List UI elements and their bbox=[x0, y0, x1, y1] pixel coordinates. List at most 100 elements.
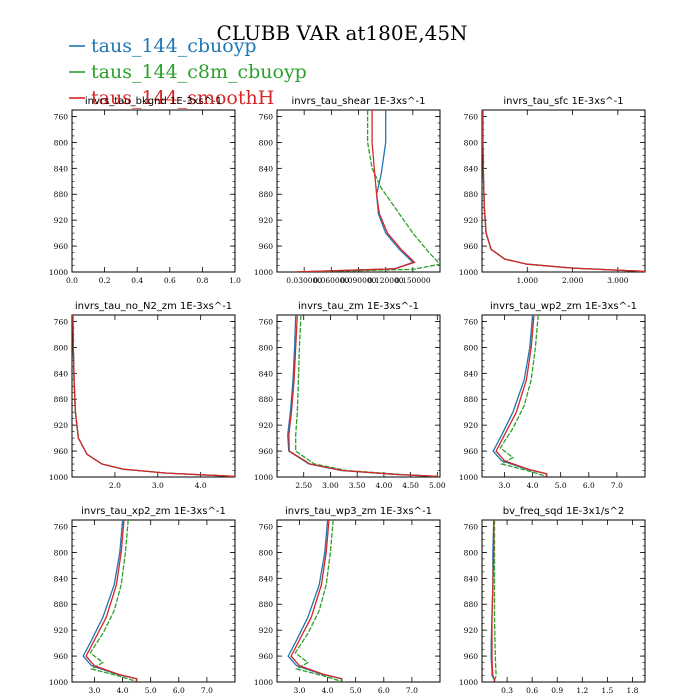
y-tick-label: 760 bbox=[54, 112, 69, 121]
series-line bbox=[482, 110, 645, 272]
y-tick-label: 920 bbox=[259, 421, 274, 430]
series-line bbox=[295, 110, 416, 272]
y-tick-label: 880 bbox=[464, 395, 479, 404]
x-tick-label: 3.000 bbox=[607, 276, 629, 285]
y-tick-label: 840 bbox=[259, 369, 274, 378]
panel-title: invrs_tau_bkgnd 1E-3xs^-1 bbox=[85, 96, 222, 107]
x-tick-label: 0.6 bbox=[526, 686, 538, 695]
x-tick-label: 7.0 bbox=[406, 686, 418, 695]
x-tick-label: 0.9 bbox=[551, 686, 563, 695]
x-tick-label: 0.8 bbox=[196, 276, 208, 285]
y-tick-label: 920 bbox=[464, 421, 479, 430]
y-tick-label: 920 bbox=[54, 626, 69, 635]
y-tick-label: 840 bbox=[54, 164, 69, 173]
y-tick-label: 760 bbox=[259, 112, 274, 121]
series-line bbox=[295, 315, 438, 477]
x-tick-label: 1.0 bbox=[229, 276, 241, 285]
x-tick-label: 3.50 bbox=[349, 481, 366, 490]
x-tick-label: 0.090000 bbox=[341, 276, 377, 285]
y-tick-label: 800 bbox=[259, 343, 274, 352]
legend: taus_144_cbuoyp taus_144_c8m_cbuoyp taus_1… bbox=[69, 35, 307, 109]
chart-panel: invrs_tau_shear 1E-3xs^-1 760 800 840 880 920… bbox=[254, 96, 441, 285]
y-tick-label: 760 bbox=[259, 522, 274, 531]
x-tick-label: 7.0 bbox=[611, 481, 623, 490]
y-tick-label: 920 bbox=[259, 626, 274, 635]
series-line bbox=[491, 520, 496, 682]
x-tick-label: 3.0 bbox=[152, 481, 164, 490]
series-group bbox=[82, 520, 138, 682]
y-tick-label: 960 bbox=[54, 652, 69, 661]
y-tick-label: 880 bbox=[259, 395, 274, 404]
x-tick-label: 6.0 bbox=[583, 481, 595, 490]
x-tick-label: 4.50 bbox=[402, 481, 419, 490]
panel-title: invrs_tau_sfc 1E-3xs^-1 bbox=[503, 96, 623, 107]
y-tick-label: 960 bbox=[464, 242, 479, 251]
x-tick-label: 5.0 bbox=[555, 481, 567, 490]
legend-label: taus_144_c8m_cbuoyp bbox=[91, 61, 307, 83]
plot-frame bbox=[276, 109, 441, 273]
chart-panel: invrs_tau_bkgnd 1E-3xs^-1 760 800 840 880 920… bbox=[49, 96, 241, 285]
y-tick-label: 840 bbox=[464, 369, 479, 378]
chart-panel: invrs_tau_no_N2_zm 1E-3xs^-1 760 800 840 880… bbox=[49, 301, 236, 490]
y-tick-label: 1000 bbox=[254, 268, 273, 277]
y-tick-label: 800 bbox=[54, 343, 69, 352]
x-tick-label: 3.0 bbox=[294, 686, 306, 695]
series-line bbox=[493, 520, 497, 682]
x-tick-label: 0.060000 bbox=[313, 276, 349, 285]
y-tick-label: 840 bbox=[54, 369, 69, 378]
y-tick-label: 1000 bbox=[254, 473, 273, 482]
legend-entry: taus_144_smoothH bbox=[69, 87, 274, 109]
y-tick-label: 960 bbox=[54, 242, 69, 251]
x-tick-label: 0.6 bbox=[164, 276, 176, 285]
y-tick-label: 920 bbox=[54, 421, 69, 430]
chart-panel: bv_freq_sqd 1E-3x1/s^2 760 800 840 880 920 960… bbox=[459, 506, 646, 695]
x-tick-label: 3.0 bbox=[89, 686, 101, 695]
x-tick-label: 0.120000 bbox=[368, 276, 404, 285]
y-tick-label: 1000 bbox=[459, 268, 478, 277]
x-tick-label: 0.150000 bbox=[395, 276, 431, 285]
legend-entry: taus_144_c8m_cbuoyp bbox=[69, 61, 307, 83]
chart-panel: invrs_tau_wp3_zm 1E-3xs^-1 760 800 840 880 92… bbox=[254, 506, 441, 695]
y-tick-label: 1000 bbox=[254, 678, 273, 687]
panel-title: invrs_tau_wp3_zm 1E-3xs^-1 bbox=[285, 506, 432, 517]
x-tick-label: 2.000 bbox=[562, 276, 584, 285]
x-tick-label: 6.0 bbox=[378, 686, 390, 695]
y-tick-label: 760 bbox=[464, 317, 479, 326]
y-tick-label: 880 bbox=[54, 395, 69, 404]
legend-label: taus_144_smoothH bbox=[91, 87, 274, 109]
series-line bbox=[495, 315, 548, 477]
x-tick-label: 3.00 bbox=[322, 481, 339, 490]
y-tick-label: 840 bbox=[464, 164, 479, 173]
x-tick-label: 5.0 bbox=[145, 686, 157, 695]
y-tick-label: 1000 bbox=[49, 268, 68, 277]
series-line bbox=[482, 110, 645, 272]
series-line bbox=[287, 315, 438, 477]
y-tick-label: 760 bbox=[54, 317, 69, 326]
y-tick-label: 1000 bbox=[459, 473, 478, 482]
plot-frame bbox=[481, 314, 646, 478]
y-tick-label: 840 bbox=[54, 574, 69, 583]
x-tick-label: 1.2 bbox=[576, 686, 588, 695]
y-tick-label: 840 bbox=[259, 574, 274, 583]
legend-entry: taus_144_cbuoyp bbox=[69, 35, 257, 57]
plot-frame bbox=[71, 109, 236, 273]
y-tick-label: 840 bbox=[259, 164, 274, 173]
x-tick-label: 7.0 bbox=[201, 686, 213, 695]
y-tick-label: 960 bbox=[54, 447, 69, 456]
series-group bbox=[482, 110, 645, 272]
x-tick-label: 4.0 bbox=[117, 686, 129, 695]
series-group bbox=[287, 520, 343, 682]
chart-panel: invrs_tau_sfc 1E-3xs^-1 760 800 840 880 920 96… bbox=[459, 96, 646, 285]
y-tick-label: 1000 bbox=[459, 678, 478, 687]
y-tick-label: 960 bbox=[259, 242, 274, 251]
series-line bbox=[89, 520, 137, 682]
series-line bbox=[294, 520, 342, 682]
series-line bbox=[295, 110, 440, 272]
y-tick-label: 880 bbox=[54, 190, 69, 199]
plot-frame bbox=[276, 314, 441, 478]
y-tick-label: 800 bbox=[54, 138, 69, 147]
series-line bbox=[72, 315, 235, 477]
panel-title: invrs_tau_no_N2_zm 1E-3xs^-1 bbox=[75, 301, 232, 312]
chart-panel: invrs_tau_wp2_zm 1E-3xs^-1 760 800 840 880 92… bbox=[459, 301, 646, 490]
